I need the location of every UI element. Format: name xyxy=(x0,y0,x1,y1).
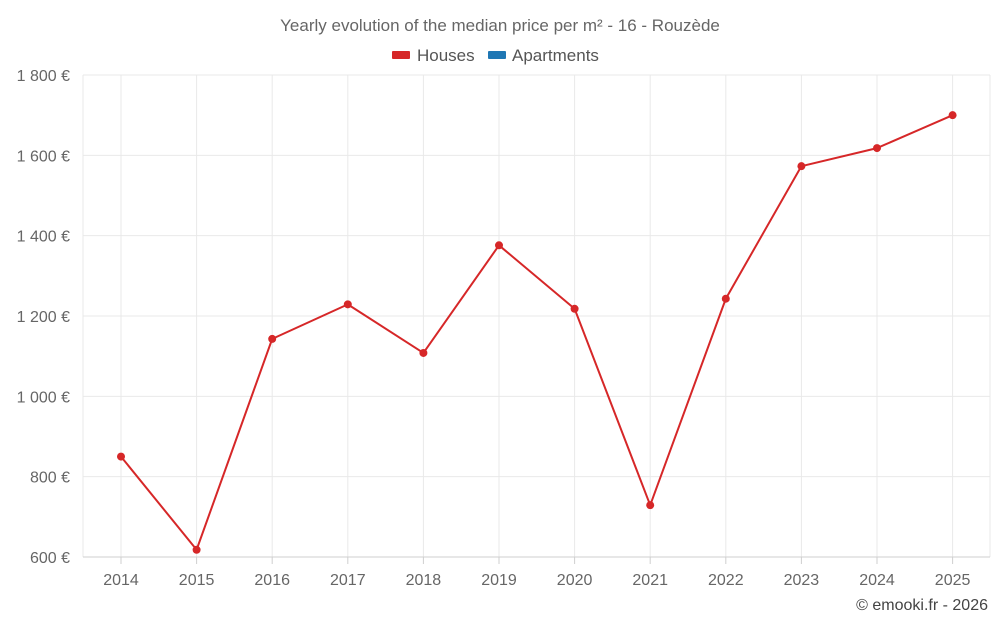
legend-swatch-houses xyxy=(392,51,410,59)
data-point-houses-2023[interactable] xyxy=(797,162,806,171)
data-point-houses-2017[interactable] xyxy=(343,300,352,309)
data-point-houses-2021[interactable] xyxy=(646,501,655,510)
x-tick-label: 2023 xyxy=(784,572,820,589)
x-tick-label: 2016 xyxy=(254,572,290,589)
y-tick-label: 1 000 € xyxy=(17,389,70,406)
x-tick-label: 2017 xyxy=(330,572,366,589)
y-tick-label: 1 600 € xyxy=(17,148,70,165)
x-tick-label: 2021 xyxy=(632,572,668,589)
x-tick-label: 2025 xyxy=(935,572,971,589)
x-tick-label: 2020 xyxy=(557,572,593,589)
x-tick-label: 2022 xyxy=(708,572,744,589)
data-point-houses-2020[interactable] xyxy=(570,304,579,313)
x-tick-label: 2024 xyxy=(859,572,895,589)
data-point-houses-2019[interactable] xyxy=(495,241,503,250)
legend-item-houses[interactable]: Houses xyxy=(392,46,475,65)
y-tick-label: 600 € xyxy=(30,550,70,567)
y-tick-label: 1 800 € xyxy=(17,68,70,85)
credit-text: © emooki.fr - 2026 xyxy=(856,597,988,614)
y-tick-label: 1 200 € xyxy=(17,309,70,326)
legend[interactable]: Houses Apartments xyxy=(392,46,599,65)
data-point-houses-2016[interactable] xyxy=(268,334,277,343)
x-tick-label: 2019 xyxy=(481,572,517,589)
series xyxy=(117,111,957,554)
data-point-houses-2025[interactable] xyxy=(948,111,957,120)
x-tick-label: 2014 xyxy=(103,572,139,589)
legend-swatch-apartments xyxy=(488,51,506,59)
axes: 600 € 800 € 1 000 € 1 200 € 1 400 € 1 600 € 1 … xyxy=(17,68,990,589)
data-point-houses-2015[interactable] xyxy=(192,545,201,554)
data-point-houses-2024[interactable] xyxy=(873,144,881,153)
data-point-houses-2018[interactable] xyxy=(419,348,428,357)
chart-title: Yearly evolution of the median price per… xyxy=(280,16,720,35)
x-tick-label: 2018 xyxy=(406,572,442,589)
legend-label-houses: Houses xyxy=(417,46,475,65)
series-line-houses xyxy=(120,114,953,551)
legend-item-apartments[interactable]: Apartments xyxy=(488,46,599,65)
data-point-houses-2022[interactable] xyxy=(721,294,730,303)
y-tick-label: 800 € xyxy=(30,470,70,487)
data-point-houses-2014[interactable] xyxy=(117,452,125,461)
legend-label-apartments: Apartments xyxy=(512,46,599,65)
y-tick-label: 1 400 € xyxy=(17,229,70,246)
x-tick-label: 2015 xyxy=(179,572,215,589)
grid xyxy=(82,74,991,557)
